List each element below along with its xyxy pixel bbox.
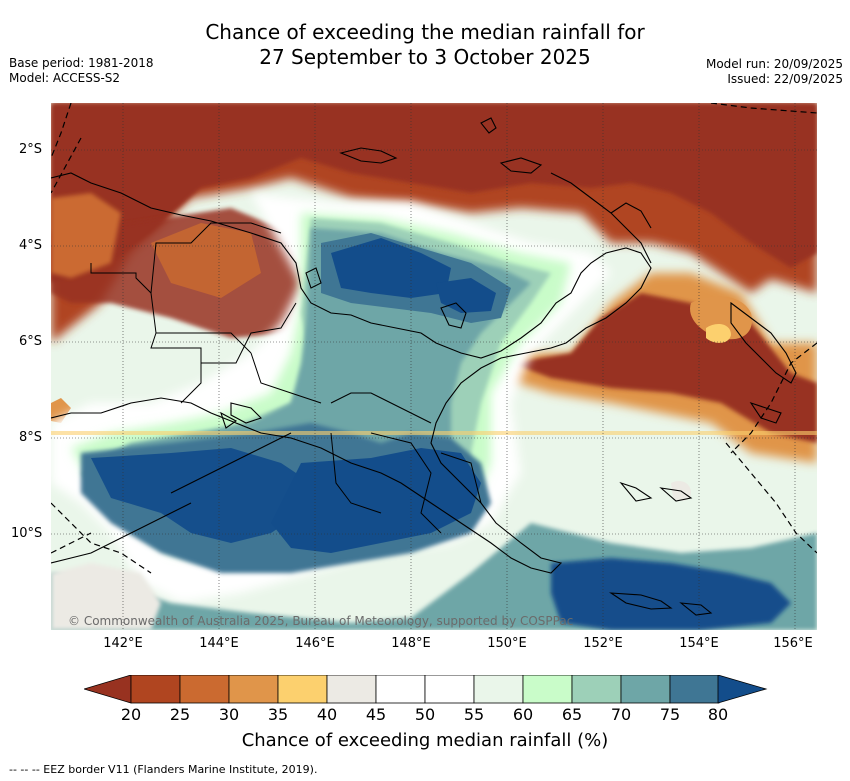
colorbar-low-arrow [84, 675, 132, 704]
lon-label-152e: 152°E [583, 636, 623, 651]
colorbar-tick-55: 55 [463, 705, 485, 724]
colorbar-box-50-55 [424, 675, 475, 704]
lat-label-6s: 6°S [19, 334, 43, 349]
colorbar-box-70-75 [620, 675, 671, 704]
colorbar-tick-40: 40 [316, 705, 338, 724]
run-info: Model run: 20/09/2025 Issued: 22/09/2025 [706, 57, 843, 87]
title-line-2: 27 September to 3 October 2025 [259, 45, 591, 69]
colorbar-tick-35: 35 [267, 705, 289, 724]
lat-label-8s: 8°S [19, 430, 43, 445]
colorbar-tick-25: 25 [169, 705, 191, 724]
colorbar-box-35-40 [277, 675, 328, 704]
model-info: Base period: 1981-2018 Model: ACCESS-S2 [9, 56, 154, 86]
model-name: Model: ACCESS-S2 [9, 71, 121, 85]
lon-label-156e: 156°E [773, 636, 813, 651]
lon-label-150e: 150°E [487, 636, 527, 651]
colorbar-box-40-45 [326, 675, 377, 704]
title-line-1: Chance of exceeding the median rainfall … [205, 20, 645, 44]
lon-label-142e: 142°E [103, 636, 143, 651]
colorbar-tick-80: 80 [707, 705, 729, 724]
lat-label-2s: 2°S [19, 142, 43, 157]
colorbar-box-55-60 [473, 675, 524, 704]
lat-label-4s: 4°S [19, 238, 43, 253]
model-run: Model run: 20/09/2025 [705, 57, 843, 71]
colorbar-tick-20: 20 [120, 705, 142, 724]
colorbar-tick-45: 45 [365, 705, 387, 724]
colorbar-box-45-50 [375, 675, 426, 704]
colorbar-box-20-25 [130, 675, 181, 704]
colorbar-high-arrow [717, 675, 768, 704]
colorbar-box-75-80 [669, 675, 720, 704]
map-canvas [51, 103, 817, 630]
colorbar-box-65-70 [571, 675, 622, 704]
colorbar-tick-60: 60 [512, 705, 534, 724]
borders [90, 222, 482, 534]
chart-title: Chance of exceeding the median rainfall … [0, 20, 850, 70]
rainfall-map [51, 103, 817, 630]
colorbar-tick-70: 70 [610, 705, 632, 724]
lat-label-10s: 10°S [11, 526, 43, 541]
colorbar-title: Chance of exceeding median rainfall (%) [241, 730, 609, 751]
colorbar-box-25-30 [179, 675, 230, 704]
coastlines [51, 117, 797, 616]
colorbar [84, 675, 768, 704]
lon-label-146e: 146°E [295, 636, 335, 651]
eez-borders [51, 103, 817, 574]
probability-field [51, 103, 817, 630]
eez-footnote: -- -- -- EEZ border V11 (Flanders Marine… [9, 763, 318, 776]
lon-label-154e: 154°E [679, 636, 719, 651]
issued-date: Issued: 22/09/2025 [727, 72, 843, 86]
gridlines [51, 103, 817, 630]
base-period: Base period: 1981-2018 [9, 56, 154, 70]
colorbar-tick-labels: 20 25 30 35 40 45 50 55 60 65 70 75 80 [0, 705, 850, 725]
colorbar-tick-30: 30 [218, 705, 240, 724]
lon-label-144e: 144°E [199, 636, 239, 651]
colorbar-tick-50: 50 [414, 705, 436, 724]
colorbar-tick-65: 65 [561, 705, 583, 724]
lon-label-148e: 148°E [391, 636, 431, 651]
colorbar-tick-75: 75 [659, 705, 681, 724]
copyright-notice: © Commonwealth of Australia 2025, Bureau… [68, 614, 574, 628]
colorbar-box-30-35 [228, 675, 279, 704]
colorbar-box-60-65 [522, 675, 573, 704]
